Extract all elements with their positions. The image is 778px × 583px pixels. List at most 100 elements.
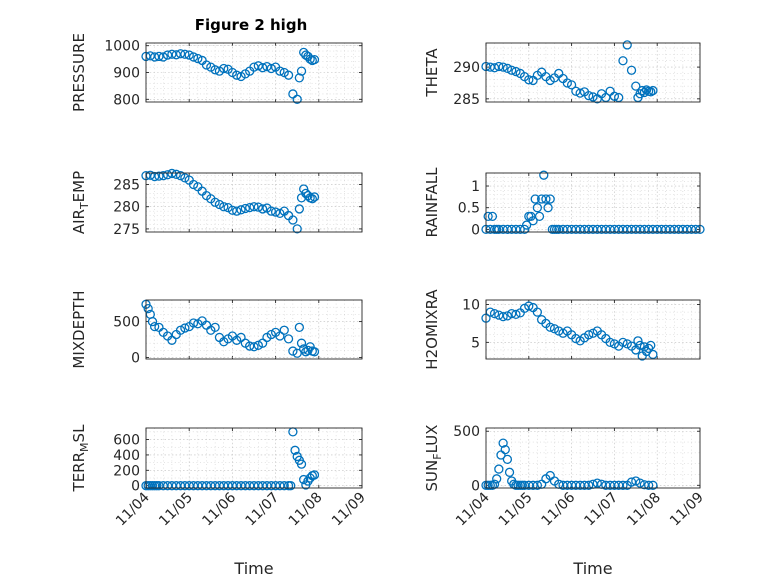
data-point: [631, 81, 641, 91]
data-point: [270, 207, 281, 217]
y-tick-label: 0: [131, 351, 140, 367]
y-tick-label: 200: [113, 463, 140, 479]
data-point: [511, 309, 521, 320]
data-point: [543, 203, 553, 213]
data-point: [249, 202, 259, 212]
y-tick-label: 600: [113, 433, 140, 449]
data-point: [532, 480, 543, 490]
y-tick-label: 0: [471, 478, 480, 494]
y-axis-label: RAINFALL: [423, 167, 441, 238]
data-point: [210, 322, 220, 332]
data-point: [532, 203, 543, 213]
data-point: [626, 477, 637, 487]
data-point: [283, 334, 294, 344]
data-point: [232, 206, 242, 216]
data-point: [579, 480, 590, 490]
data-point: [214, 199, 225, 210]
data-point: [294, 204, 305, 214]
data-point: [622, 40, 632, 50]
y-tick-label: 10: [462, 298, 480, 314]
data-point: [290, 445, 300, 455]
data-point: [545, 322, 555, 332]
data-point: [646, 340, 656, 351]
data-point: [292, 224, 302, 234]
data-point: [253, 61, 263, 71]
axes-frame: [485, 427, 701, 489]
data-point: [584, 480, 594, 490]
data-point: [275, 208, 285, 219]
data-point: [528, 480, 538, 490]
data-point: [253, 340, 263, 350]
data-point: [236, 332, 246, 343]
axes-frame: [145, 299, 363, 360]
axes-frame: [145, 427, 363, 489]
data-point: [631, 476, 641, 486]
data-point: [498, 311, 508, 322]
data-point: [219, 202, 229, 212]
x-axis-label: Time: [233, 559, 273, 578]
data-point: [175, 171, 186, 181]
y-tick-label: 285: [113, 178, 140, 194]
data-point: [309, 470, 320, 480]
data-point: [180, 323, 190, 333]
data-point: [149, 171, 160, 182]
data-point: [541, 194, 551, 204]
data-point: [299, 184, 309, 194]
data-point: [236, 205, 246, 215]
data-point: [266, 63, 276, 74]
data-point: [524, 301, 534, 311]
y-axis-label: TERRMSL: [70, 424, 91, 493]
data-point: [296, 459, 307, 469]
subplot-pressure: 800 900 1000 PRESSURE: [70, 33, 363, 112]
subplot-theta: 285 290 THETA: [423, 40, 701, 108]
data-point: [309, 347, 320, 357]
data-point: [511, 66, 521, 77]
data-point: [545, 194, 555, 204]
data-point: [494, 61, 504, 72]
data-point: [588, 92, 598, 102]
data-point: [626, 65, 637, 75]
data-point: [507, 65, 517, 75]
y-tick-label: 0.5: [458, 201, 480, 217]
data-point: [210, 197, 220, 207]
axes-frame: [485, 42, 701, 103]
data-point: [227, 205, 238, 215]
data-point: [245, 202, 255, 213]
data-point: [524, 75, 534, 85]
data-point: [502, 63, 513, 74]
data-point: [286, 481, 296, 491]
data-point: [262, 61, 272, 72]
data-point: [253, 202, 263, 212]
data-point: [492, 474, 502, 484]
data-point: [279, 481, 289, 491]
y-tick-label: 0: [131, 479, 140, 495]
axes-frame: [485, 299, 701, 360]
y-tick-label: 900: [113, 66, 140, 82]
figure-title: Figure 2 high: [195, 16, 308, 34]
data-point: [648, 85, 658, 96]
y-tick-label: 800: [113, 92, 140, 108]
data-point: [275, 331, 285, 341]
y-axis-label: H2OMIXRA: [423, 289, 441, 370]
data-point: [646, 87, 656, 97]
data-point: [307, 194, 317, 204]
data-point: [489, 308, 500, 319]
data-point: [147, 316, 158, 327]
data-point: [257, 204, 268, 214]
data-point: [566, 80, 577, 90]
data-point: [504, 467, 515, 477]
data-point: [584, 330, 594, 340]
data-point: [309, 192, 320, 202]
data-point: [584, 91, 594, 101]
axes-frame: [145, 42, 363, 103]
data-point: [149, 321, 160, 332]
y-axis-label: PRESSURE: [70, 33, 88, 112]
data-point: [299, 344, 309, 354]
data-point: [648, 349, 658, 360]
y-tick-label: 400: [113, 448, 140, 464]
data-point: [519, 224, 530, 235]
data-point: [154, 171, 164, 181]
data-point: [618, 56, 628, 66]
data-point: [575, 88, 585, 98]
data-point: [532, 307, 543, 317]
